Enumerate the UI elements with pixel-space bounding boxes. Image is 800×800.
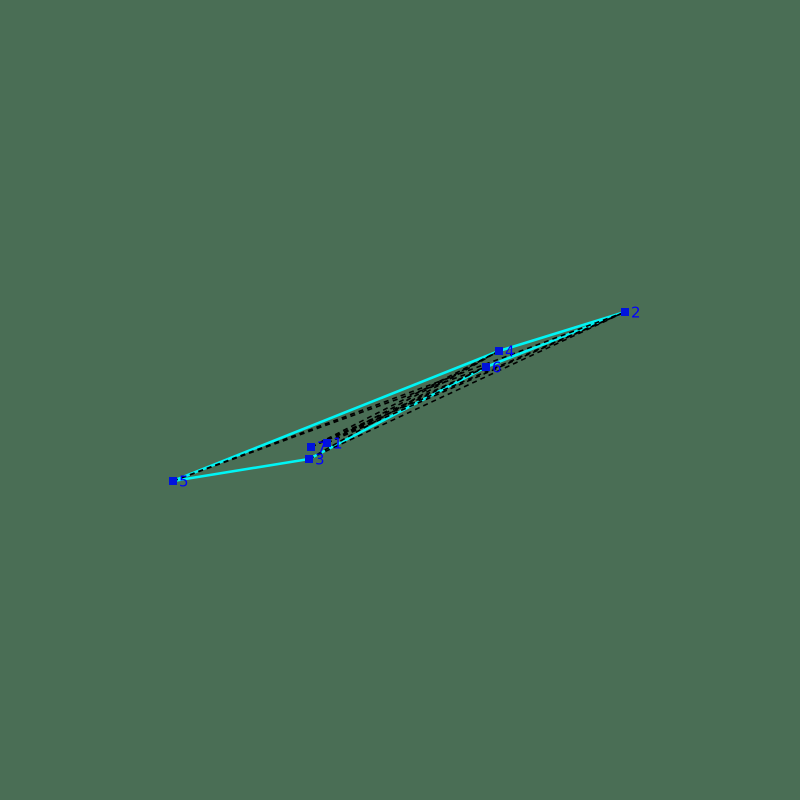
node-4[interactable] [495, 347, 503, 355]
node-label-6: 6 [492, 359, 502, 377]
node-7[interactable] [307, 443, 315, 451]
dashed-edges-layer [172, 311, 626, 482]
node-labels-layer: 1 2 3 4 5 6 7 [179, 304, 641, 491]
dashed-edge-3-2 [308, 311, 626, 460]
node-6[interactable] [482, 363, 490, 371]
node-label-7: 7 [317, 439, 327, 457]
dashed-edge-1-2 [326, 311, 626, 444]
node-label-5: 5 [179, 473, 189, 491]
solid-edge-3-6 [308, 365, 487, 461]
node-label-3: 3 [315, 451, 325, 469]
dashed-edge-5-6 [172, 366, 487, 482]
solid-edge-5-3 [172, 457, 310, 483]
nodes-layer [169, 308, 629, 485]
node-3[interactable] [305, 455, 313, 463]
node-5[interactable] [169, 477, 177, 485]
node-label-2: 2 [631, 304, 641, 322]
node-2[interactable] [621, 308, 629, 316]
dashed-edge-1-4 [326, 350, 500, 444]
node-label-1: 1 [333, 435, 343, 453]
dashed-edge-1-6 [326, 366, 487, 444]
node-label-4: 4 [505, 343, 515, 361]
node-1[interactable] [323, 439, 331, 447]
dashed-edge-7-4 [310, 350, 500, 448]
solid-edge-5-4 [172, 349, 500, 483]
solid-edges-layer [172, 310, 626, 483]
dashed-edge-7-2 [310, 311, 626, 448]
solid-edge-4-2 [498, 310, 626, 353]
